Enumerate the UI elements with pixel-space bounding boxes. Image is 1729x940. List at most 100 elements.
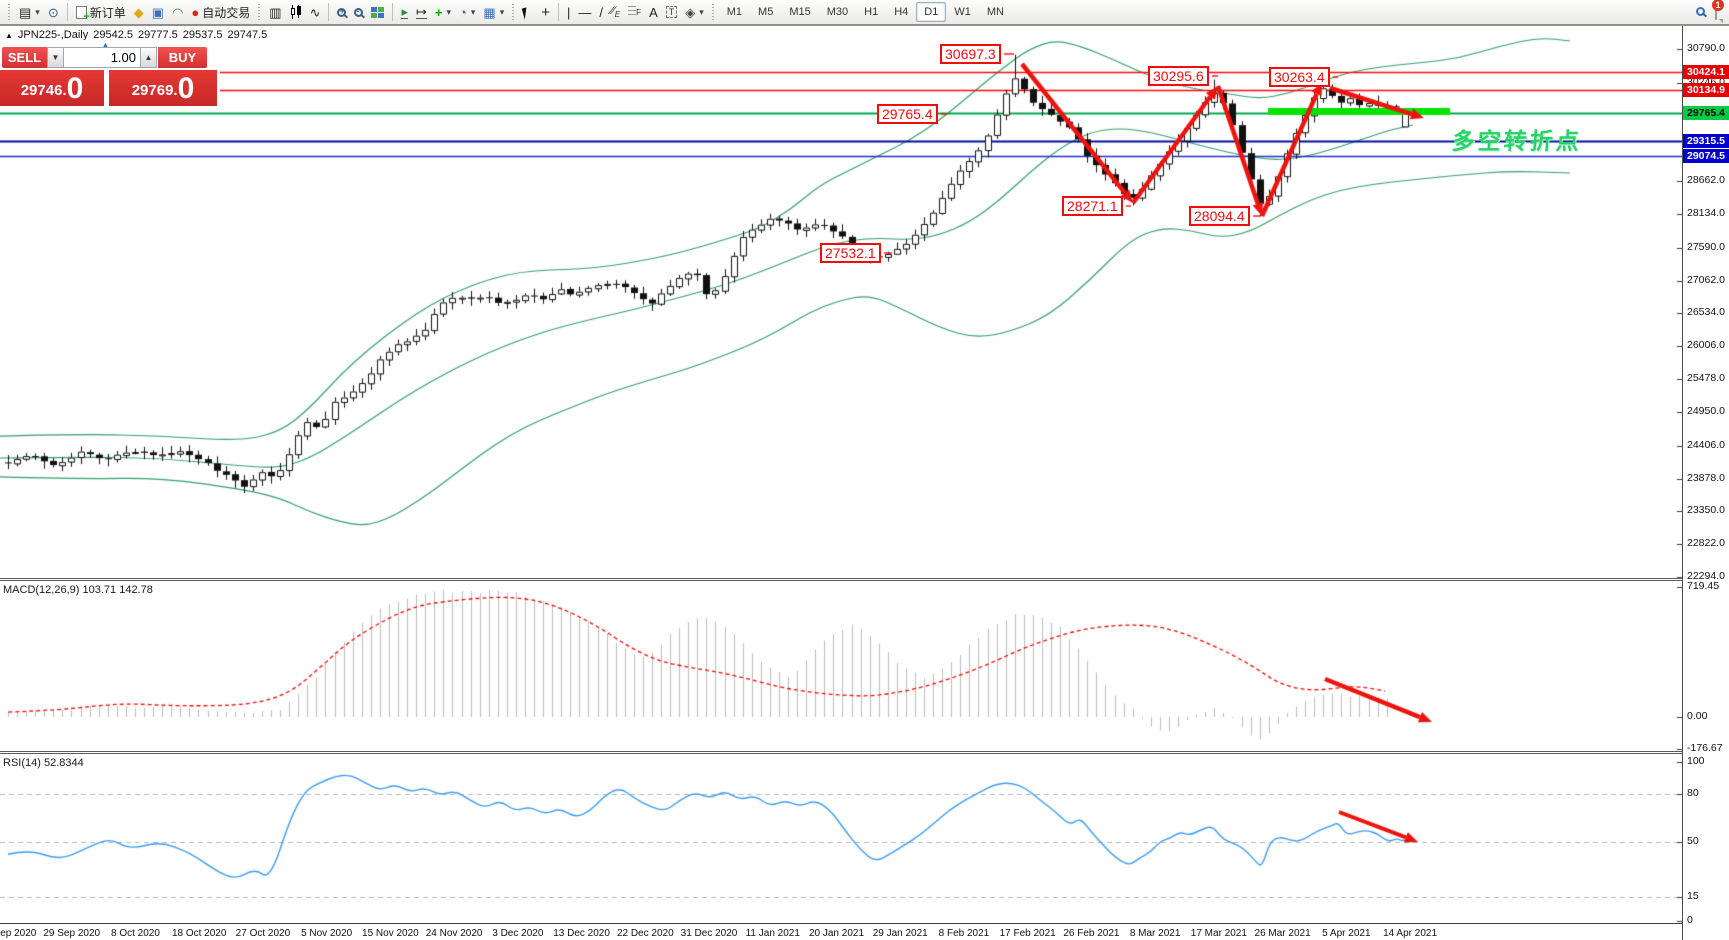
- timeframe-M1[interactable]: M1: [726, 6, 743, 18]
- zoom-out-icon: -: [354, 6, 364, 17]
- chart-header: ▲ JPN225-,Daily 29542.5 29777.5 29537.5 …: [5, 29, 267, 41]
- timeframe-M30[interactable]: M30: [826, 6, 849, 18]
- axis-tick-label: 0.00: [1687, 710, 1708, 722]
- search-button[interactable]: [1696, 5, 1705, 19]
- zoom-in-icon: +: [337, 5, 347, 17]
- market-watch-button[interactable]: ▣: [148, 1, 168, 23]
- fibonacci-tool-button[interactable]: F: [624, 1, 645, 23]
- price-line-badge: 29315.5: [1683, 133, 1729, 148]
- timeframe-H4[interactable]: H4: [894, 6, 909, 18]
- sound-alerts-button[interactable]: ◠: [168, 1, 187, 23]
- text-tool-button[interactable]: A: [645, 1, 662, 23]
- volume-down-button[interactable]: ▼: [47, 47, 64, 68]
- collapse-triangle-icon[interactable]: ▲: [5, 30, 13, 40]
- date-tick-label: 17 Mar 2021: [1190, 928, 1247, 939]
- tile-windows-icon: [371, 6, 385, 18]
- tile-windows-button[interactable]: [367, 1, 388, 23]
- axis-tick-label: 25478.0: [1687, 372, 1725, 385]
- axis-tick-label: 24950.0: [1687, 404, 1725, 417]
- axis-tick-label: 50: [1687, 834, 1699, 847]
- chart-shift-icon: ↦: [416, 4, 427, 19]
- chart-profiles-button[interactable]: ⊙: [44, 1, 63, 23]
- crosshair-tool-button[interactable]: +: [537, 1, 554, 23]
- chart-plot[interactable]: [0, 26, 1682, 940]
- candle-chart-mode-button[interactable]: [286, 1, 306, 23]
- periods-button[interactable]: ◔ ▾: [459, 4, 476, 20]
- date-tick-label: 11 Jan 2021: [745, 928, 800, 939]
- turning-point-annotation[interactable]: 多空转折点: [1450, 128, 1583, 154]
- timeframe-MN[interactable]: MN: [986, 6, 1004, 18]
- add-indicator-icon: +: [434, 4, 443, 20]
- buy-button[interactable]: BUY: [158, 47, 207, 68]
- sell-price-display[interactable]: 29746. 0: [0, 70, 104, 106]
- date-tick-label: 5 Apr 2021: [1322, 928, 1371, 939]
- auto-scroll-button[interactable]: ▸: [397, 1, 412, 23]
- timeframe-M15[interactable]: M15: [789, 6, 811, 18]
- timeframe-M5[interactable]: M5: [758, 6, 774, 18]
- channel-tool-button[interactable]: ∕∕E: [607, 1, 624, 23]
- metaeditor-button[interactable]: ◆: [130, 1, 148, 23]
- chart-area: ▲ JPN225-,Daily 29542.5 29777.5 29537.5 …: [0, 26, 1729, 940]
- text-label-tool-button[interactable]: T: [662, 1, 682, 23]
- price-callout[interactable]: 30697.3: [940, 44, 1001, 64]
- toolbar-drag-handle[interactable]: [7, 4, 12, 20]
- price-callout[interactable]: 28094.4: [1189, 206, 1250, 226]
- chevron-down-icon: ▾: [35, 6, 40, 17]
- volume-input[interactable]: [64, 47, 140, 68]
- date-tick-label: 31 Dec 2020: [680, 928, 738, 939]
- arrows-tool-button[interactable]: ◈ ▾: [685, 4, 704, 20]
- crosshair-icon: +: [541, 3, 551, 21]
- metaeditor-icon: ◆: [133, 4, 144, 20]
- trendline-tool-button[interactable]: /: [595, 1, 607, 23]
- price-callout[interactable]: 30263.4: [1269, 67, 1330, 87]
- date-tick-label: 29 Sep 2020: [43, 928, 101, 939]
- panel-separator[interactable]: [0, 578, 1729, 581]
- date-tick-label: 24 Nov 2020: [425, 928, 483, 939]
- panel-collapse-caret[interactable]: ▲: [101, 40, 110, 50]
- line-chart-mode-button[interactable]: ∿: [306, 1, 325, 23]
- axis-tick-label: 27590.0: [1687, 240, 1725, 253]
- new-order-button[interactable]: + 新订单: [72, 1, 130, 23]
- hline-tool-button[interactable]: —: [574, 1, 595, 23]
- new-chart-button[interactable]: ▤ ▾: [15, 1, 44, 23]
- date-tick-label: 3 Dec 2020: [492, 928, 544, 939]
- chart-shift-button[interactable]: ↦: [412, 1, 431, 23]
- date-tick-label: 8 Feb 2021: [938, 928, 990, 939]
- market-watch-icon: ▣: [151, 4, 165, 20]
- timeframe-W1[interactable]: W1: [954, 6, 971, 18]
- date-axis[interactable]: 20 Sep 2020 29 Sep 2020 8 Oct 2020 18 Oct 2…: [0, 923, 1682, 940]
- zoom-in-button[interactable]: +: [333, 1, 350, 23]
- price-line-badge: 29074.5: [1683, 148, 1729, 163]
- price-callout[interactable]: 28271.1: [1062, 196, 1123, 216]
- chat-button[interactable]: 1: [1712, 0, 1724, 20]
- axis-tick-label: 0: [1687, 914, 1693, 926]
- sell-button[interactable]: SELL: [2, 47, 47, 68]
- volume-up-button[interactable]: ▲: [140, 47, 157, 68]
- timeframe-H1[interactable]: H1: [864, 6, 879, 18]
- buy-price-display[interactable]: 29769. 0: [109, 70, 217, 106]
- zoom-out-button[interactable]: -: [350, 1, 367, 23]
- timeframe-D1[interactable]: D1: [916, 2, 947, 22]
- price-callout[interactable]: 29765.4: [877, 104, 938, 124]
- axis-tick-label: 100: [1687, 755, 1705, 767]
- new-order-label: 新订单: [89, 5, 126, 20]
- notification-badge: 1: [1712, 0, 1724, 11]
- date-tick-label: 26 Mar 2021: [1254, 928, 1311, 939]
- indicators-button[interactable]: + ▾: [434, 4, 452, 20]
- price-callout[interactable]: 30295.6: [1148, 66, 1209, 86]
- panel-separator[interactable]: [0, 751, 1729, 754]
- bar-chart-mode-button[interactable]: ▥: [265, 1, 285, 23]
- fibonacci-icon: F: [628, 6, 642, 18]
- bar-chart-icon: ▥: [269, 4, 282, 20]
- symbol-period-label: JPN225-,Daily: [17, 29, 89, 41]
- date-tick-label: 22 Dec 2020: [616, 928, 674, 939]
- date-tick-label: 27 Oct 2020: [235, 928, 291, 939]
- cursor-tool-button[interactable]: [519, 1, 537, 23]
- price-axis[interactable]: 30790.030246.028662.028134.027590.027062…: [1682, 26, 1729, 940]
- templates-button[interactable]: ▦ ▾: [483, 4, 505, 20]
- price-callout[interactable]: 27532.1: [820, 243, 881, 263]
- auto-trading-button[interactable]: ● 自动交易: [187, 1, 254, 23]
- axis-tick-label: 23878.0: [1687, 471, 1725, 484]
- text-icon: A: [649, 4, 658, 20]
- vline-tool-button[interactable]: |: [563, 1, 574, 23]
